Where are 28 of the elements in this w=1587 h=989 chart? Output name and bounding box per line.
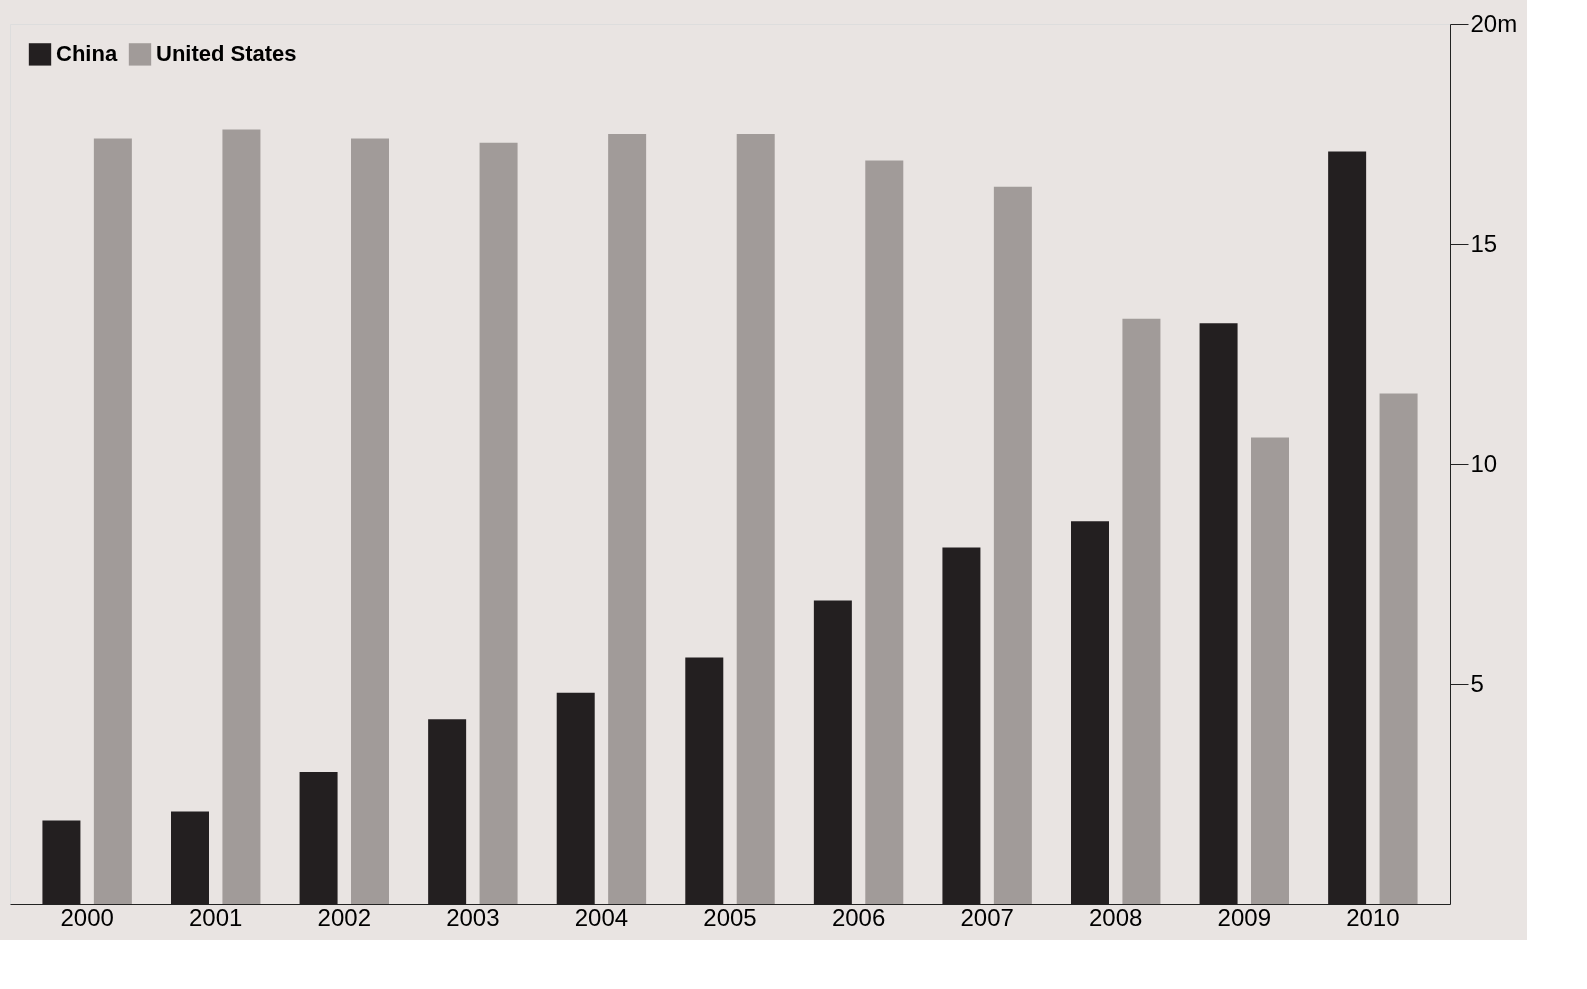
bar	[608, 134, 647, 904]
x-tick-label: 2007	[960, 903, 1014, 931]
x-tick-label: 2004	[574, 903, 629, 931]
bar	[222, 129, 261, 904]
bar	[1251, 437, 1289, 904]
bar	[479, 142, 518, 904]
y-tick-label: 20m	[1470, 9, 1518, 37]
x-tick-label: 2002	[317, 903, 371, 931]
bar	[865, 160, 904, 904]
y-tick-label: 5	[1470, 669, 1484, 697]
x-tick-label: 2009	[1217, 903, 1271, 931]
bar	[736, 134, 775, 904]
x-tick-label: 2008	[1089, 903, 1143, 931]
x-tick-label: 2006	[831, 903, 886, 931]
legend-label: China	[56, 41, 118, 67]
bar	[1379, 393, 1418, 904]
y-tick-label: 15	[1470, 229, 1498, 257]
bar	[351, 138, 389, 904]
bar	[993, 186, 1032, 904]
legend-label: United States	[156, 41, 297, 67]
x-tick-label: 2005	[703, 903, 757, 931]
x-tick-label: 2003	[446, 903, 500, 931]
x-tick-label: 2000	[60, 903, 114, 931]
bar	[1122, 318, 1161, 904]
y-tick-label: 10	[1470, 449, 1498, 477]
x-tick-label: 2001	[189, 903, 243, 931]
bar	[93, 138, 132, 904]
x-tick-label: 2010	[1346, 903, 1400, 931]
